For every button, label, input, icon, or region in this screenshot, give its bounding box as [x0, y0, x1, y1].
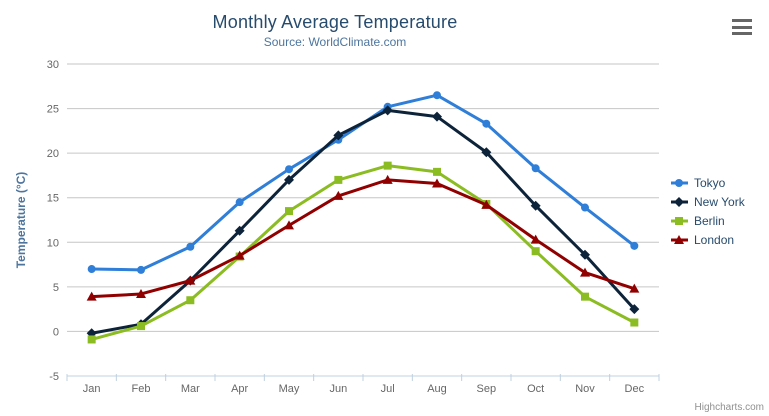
data-point-marker[interactable]: [86, 291, 97, 301]
data-point-marker[interactable]: [382, 105, 393, 116]
data-point-marker[interactable]: [580, 249, 590, 260]
data-point-marker[interactable]: [382, 174, 393, 184]
data-point-marker[interactable]: [674, 234, 684, 244]
series-line[interactable]: [90, 178, 636, 299]
data-point-marker[interactable]: [531, 164, 540, 173]
diamond-series-icon: [671, 196, 688, 207]
data-point-marker[interactable]: [481, 199, 492, 209]
series-line[interactable]: [90, 108, 636, 335]
data-point-marker[interactable]: [432, 111, 442, 122]
data-point-marker[interactable]: [137, 322, 145, 331]
x-axis-category-label: May: [279, 383, 300, 395]
data-point-marker[interactable]: [629, 283, 640, 293]
chart-subtitle: Source: WorldClimate.com: [263, 35, 407, 49]
data-point-marker[interactable]: [334, 175, 343, 184]
y-axis-tick-label: -5: [49, 371, 59, 383]
hamburger-icon: [732, 19, 752, 22]
data-point-marker[interactable]: [674, 196, 684, 207]
x-axis-category-label: Mar: [181, 383, 200, 395]
data-point-marker[interactable]: [137, 265, 145, 274]
x-axis-category-label: Feb: [132, 383, 151, 395]
y-axis-tick-label: 30: [47, 59, 59, 71]
data-point-marker[interactable]: [629, 304, 640, 315]
triangle-series-icon: [671, 234, 688, 244]
hamburger-icon: [732, 25, 752, 29]
data-point-marker[interactable]: [481, 147, 492, 158]
square-series-icon: [671, 216, 688, 225]
data-point-marker[interactable]: [581, 203, 589, 212]
y-axis-tick-label: 5: [53, 282, 59, 294]
data-point-marker[interactable]: [136, 288, 146, 298]
y-axis-title: Temperature (°C): [14, 171, 28, 269]
data-point-marker[interactable]: [530, 200, 541, 211]
legend-item-berlin[interactable]: Berlin: [671, 211, 745, 230]
context-menu-button[interactable]: [732, 19, 754, 35]
data-point-marker[interactable]: [284, 220, 294, 230]
data-point-marker[interactable]: [284, 174, 294, 185]
x-axis-category-label: Dec: [625, 383, 645, 395]
y-axis-tick-label: 25: [47, 104, 59, 116]
data-point-marker[interactable]: [675, 178, 683, 187]
data-point-marker[interactable]: [235, 198, 244, 207]
x-axis-category-label: Apr: [231, 383, 248, 395]
x-axis-category-label: Oct: [527, 383, 544, 395]
data-point-marker[interactable]: [581, 292, 589, 301]
data-point-marker[interactable]: [383, 161, 392, 170]
series-tokyo[interactable]: [87, 91, 639, 274]
y-axis-tick-label: 10: [47, 237, 59, 249]
data-point-marker[interactable]: [333, 130, 344, 141]
data-point-marker[interactable]: [530, 234, 541, 244]
data-point-marker[interactable]: [432, 178, 442, 188]
data-point-marker[interactable]: [185, 275, 196, 285]
data-point-marker[interactable]: [234, 250, 245, 260]
legend: Tokyo New York Berlin London: [671, 173, 745, 249]
data-point-marker[interactable]: [333, 190, 344, 200]
series-line[interactable]: [90, 164, 636, 341]
x-axis-category-label: Jun: [329, 383, 347, 395]
legend-item-tokyo[interactable]: Tokyo: [671, 173, 745, 192]
legend-item-new-york[interactable]: New York: [671, 192, 745, 211]
data-point-marker[interactable]: [186, 242, 195, 251]
data-point-marker[interactable]: [630, 241, 639, 250]
chart-title: Monthly Average Temperature: [212, 12, 458, 32]
x-axis-category-label: Aug: [427, 383, 447, 395]
x-axis-category-label: Jan: [83, 383, 101, 395]
data-point-marker[interactable]: [285, 165, 293, 174]
legend-label: New York: [694, 194, 745, 209]
data-point-marker[interactable]: [87, 265, 96, 274]
legend-label: Berlin: [694, 213, 725, 228]
data-point-marker[interactable]: [531, 247, 540, 256]
series-london[interactable]: [86, 174, 640, 301]
data-point-marker[interactable]: [482, 119, 491, 128]
y-axis-tick-label: 20: [47, 148, 59, 160]
data-point-marker[interactable]: [433, 167, 441, 176]
data-point-marker[interactable]: [234, 225, 245, 236]
data-point-marker[interactable]: [186, 296, 195, 305]
series-new-york[interactable]: [86, 105, 640, 339]
x-axis-category-label: Jul: [381, 383, 395, 395]
data-point-marker[interactable]: [87, 335, 96, 344]
credits-link[interactable]: Highcharts.com: [694, 402, 764, 413]
legend-item-london[interactable]: London: [671, 230, 745, 249]
hamburger-icon: [732, 32, 752, 35]
y-axis-tick-label: 15: [47, 193, 59, 205]
x-axis-category-label: Sep: [477, 383, 497, 395]
x-axis-category-label: Nov: [575, 383, 595, 395]
y-axis-tick-label: 0: [53, 326, 59, 338]
circle-series-icon: [671, 178, 688, 187]
legend-label: London: [694, 232, 735, 247]
series-berlin[interactable]: [87, 161, 639, 344]
legend-label: Tokyo: [694, 175, 726, 190]
data-point-marker[interactable]: [675, 216, 683, 225]
data-point-marker[interactable]: [285, 207, 293, 216]
data-point-marker[interactable]: [630, 318, 639, 327]
data-point-marker[interactable]: [580, 267, 590, 277]
data-point-marker[interactable]: [433, 91, 441, 100]
